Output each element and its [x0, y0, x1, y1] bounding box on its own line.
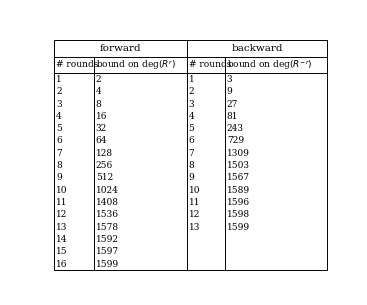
Text: 9: 9: [56, 174, 62, 182]
Text: 10: 10: [56, 186, 68, 195]
Text: 32: 32: [96, 124, 107, 133]
Text: 12: 12: [56, 210, 68, 219]
Text: 2: 2: [189, 87, 194, 96]
Text: 256: 256: [96, 161, 113, 170]
Text: 16: 16: [56, 260, 68, 269]
Text: 1503: 1503: [227, 161, 250, 170]
Text: 2: 2: [96, 75, 101, 84]
Text: backward: backward: [232, 44, 283, 53]
Text: 10: 10: [189, 186, 200, 195]
Text: 16: 16: [96, 112, 107, 121]
Text: 11: 11: [189, 198, 200, 207]
Text: 1309: 1309: [227, 149, 250, 158]
Text: 3: 3: [189, 99, 194, 109]
Text: 1578: 1578: [96, 223, 119, 232]
Text: bound on deg$(R^{-r})$: bound on deg$(R^{-r})$: [227, 58, 312, 72]
Text: 64: 64: [96, 136, 107, 145]
Text: 27: 27: [227, 99, 238, 109]
Text: 7: 7: [56, 149, 62, 158]
Text: 4: 4: [96, 87, 101, 96]
Text: 1589: 1589: [227, 186, 250, 195]
Text: 6: 6: [56, 136, 62, 145]
Text: 8: 8: [96, 99, 101, 109]
Text: 13: 13: [56, 223, 68, 232]
Text: 4: 4: [56, 112, 62, 121]
Text: 9: 9: [227, 87, 233, 96]
Text: 1597: 1597: [96, 247, 119, 256]
Text: 8: 8: [56, 161, 62, 170]
Text: 5: 5: [56, 124, 62, 133]
Text: 15: 15: [56, 247, 68, 256]
Text: 4: 4: [189, 112, 194, 121]
Text: 5: 5: [189, 124, 195, 133]
Text: 1599: 1599: [227, 223, 250, 232]
Text: 1: 1: [56, 75, 62, 84]
Text: 3: 3: [56, 99, 62, 109]
Text: 1599: 1599: [96, 260, 119, 269]
Text: 1596: 1596: [227, 198, 250, 207]
Text: 81: 81: [227, 112, 238, 121]
Text: 14: 14: [56, 235, 68, 244]
Text: 128: 128: [96, 149, 113, 158]
Text: # rounds: # rounds: [189, 60, 231, 70]
Text: 729: 729: [227, 136, 244, 145]
Text: 3: 3: [227, 75, 232, 84]
Text: 9: 9: [189, 174, 194, 182]
Text: # rounds: # rounds: [56, 60, 98, 70]
Text: 6: 6: [189, 136, 194, 145]
Text: 8: 8: [189, 161, 194, 170]
Text: 1567: 1567: [227, 174, 250, 182]
Text: 1024: 1024: [96, 186, 119, 195]
Text: 2: 2: [56, 87, 62, 96]
Text: bound on deg$(R^r)$: bound on deg$(R^r)$: [96, 58, 176, 72]
Text: 7: 7: [189, 149, 194, 158]
Text: 1536: 1536: [96, 210, 119, 219]
Text: 11: 11: [56, 198, 68, 207]
Text: forward: forward: [100, 44, 141, 53]
Text: 512: 512: [96, 174, 113, 182]
Text: 12: 12: [189, 210, 200, 219]
Text: 1598: 1598: [227, 210, 250, 219]
Text: 243: 243: [227, 124, 244, 133]
Text: 1592: 1592: [96, 235, 119, 244]
Text: 1408: 1408: [96, 198, 119, 207]
Text: 13: 13: [189, 223, 200, 232]
Text: 1: 1: [189, 75, 194, 84]
